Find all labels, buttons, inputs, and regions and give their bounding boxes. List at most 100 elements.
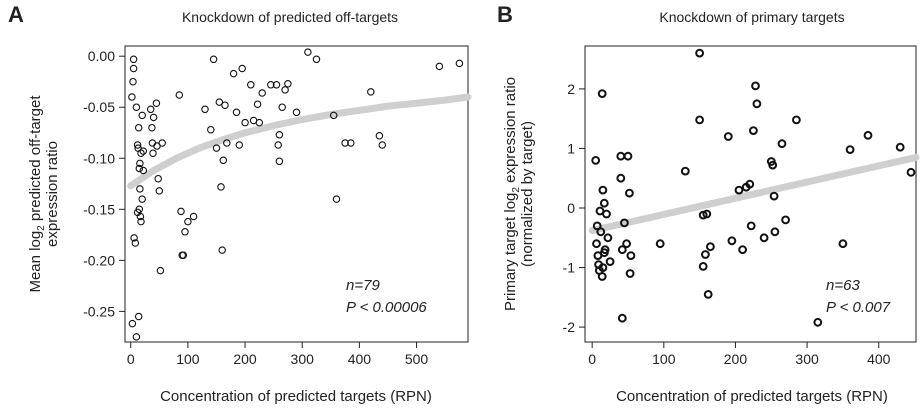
panel-b-data-point [738, 245, 747, 255]
panel-a-data-point [275, 157, 284, 166]
panel-b-data-point [745, 179, 755, 189]
panel-b-title: Knockdown of primary targets [659, 9, 844, 25]
panel-b-y-axis-label-line2: (normalized by target) [519, 121, 536, 267]
panel-b-data-point [598, 263, 608, 273]
panel-b-data-point [702, 209, 712, 219]
panel-a-data-point [181, 228, 189, 236]
panel-a-y-axis-label-line1: Mean log2 predicted off-target [27, 95, 47, 293]
panel-b-data-point [622, 239, 631, 249]
panel-a-data-point [341, 139, 349, 147]
panel-a-data-point [201, 105, 209, 114]
panel-a-data-point [215, 98, 224, 106]
panel-a-data-point [148, 123, 156, 132]
panel-a-data-point [329, 111, 338, 120]
panel-b-data-point [680, 166, 690, 176]
panel-a-y-axis-label-sub: 2 [36, 225, 47, 231]
panel-a-data-point [134, 312, 143, 321]
panel-b-y-axis-label-pre: Primary target log [502, 193, 519, 311]
panel-b-trend-line [588, 153, 920, 235]
panel-a-data-point [235, 141, 244, 149]
panel-a-x-tick-label: 100 [176, 351, 200, 367]
panel-b-data-point [598, 185, 608, 195]
panel-a-data-point [136, 212, 145, 221]
panel-a-data-point [177, 207, 185, 216]
panel-b-data-point [605, 257, 615, 267]
panel-a-data-point [212, 144, 221, 152]
panel-a-data-point [149, 113, 158, 122]
panel-a-data-point [274, 141, 282, 149]
panel-b-data-point [616, 173, 626, 183]
panel-a-data-point [175, 91, 184, 99]
panel-a-y-tick-label: -0.20 [83, 252, 115, 268]
panel-b-y-tick-label: 1 [567, 140, 575, 156]
panel-a-data-point [367, 88, 375, 96]
panel-b-data-point [845, 145, 855, 155]
panel-b-letter: B [497, 2, 513, 27]
panel-a-plot-frame [124, 45, 469, 343]
panel-a-data-point [347, 139, 355, 147]
panel-b-x-tick-label: 400 [867, 351, 891, 367]
panel-b-data-point [759, 233, 769, 243]
panel-a-data-point [221, 101, 229, 109]
panel-b-data-point [777, 139, 787, 149]
panel-b-data-point [703, 290, 713, 299]
panel-b-y-tick-label: 2 [567, 81, 575, 97]
panel-a-x-tick-label: 200 [233, 351, 257, 367]
panel-a-data-point [275, 131, 284, 139]
panel-a-data-point [455, 59, 464, 68]
panel-b-data-point [591, 156, 601, 165]
panel-a-data-point [138, 111, 146, 120]
panel-a-data-point [158, 139, 166, 147]
panel-b-data-point [734, 185, 744, 195]
panel-a-data-point [217, 183, 225, 191]
panel-b-data-point [706, 242, 715, 252]
panel-b-x-axis: 0 100 200 300 400 [588, 342, 891, 367]
panel-a-data-point [134, 123, 143, 132]
panel-a-data-point [138, 195, 146, 203]
panel-a-data-point [375, 132, 384, 140]
panel-a-data-point [136, 159, 144, 168]
panel-b-data-point [698, 262, 708, 271]
panel-a-data-point [189, 212, 198, 221]
panel-b-y-axis-label-post: expression ratio [502, 77, 519, 187]
panel-a-data-point [258, 89, 266, 97]
panel-a-letter: A [8, 2, 24, 27]
panel-a-data-point [129, 55, 138, 64]
panel-a-data-point [238, 64, 246, 73]
panel-b-data-point [813, 317, 823, 327]
panel-a-data-point [133, 141, 142, 149]
panel-a-y-tick-label: 0.00 [88, 48, 115, 64]
panel-a-data-point [278, 103, 286, 111]
panel-a-y-axis-label-line2: expression ratio [44, 141, 61, 247]
panel-a-data-point [128, 93, 136, 101]
panel-b-plot-frame [584, 45, 917, 343]
panel-b-x-axis-label: Concentration of predicted targets (RPN) [616, 388, 888, 405]
panel-b-data-point [749, 126, 758, 136]
panel-b-data-point [863, 130, 873, 140]
panel-a-x-axis: 0 100 200 300 400 500 [127, 342, 428, 367]
panel-a-data-point [154, 174, 162, 183]
panel-a-data-point [156, 266, 165, 275]
panel-a-data-point [272, 81, 281, 89]
panel-a-data-point [137, 149, 145, 157]
panel-b-data-point [746, 221, 756, 231]
panel-b-y-tick-label: 0 [567, 200, 575, 216]
panel-b-data-point [751, 81, 760, 91]
panel-a-data-point [130, 234, 138, 242]
panel-b-data-point [768, 160, 778, 170]
panel-a-data-point [135, 164, 144, 173]
panel-b-data-point [838, 239, 848, 249]
panel-b-data-point [616, 151, 626, 161]
panel-a-data-point [247, 81, 255, 89]
panel-b-data-point [781, 215, 790, 225]
panel-a-data-point [312, 55, 321, 64]
panel-a-data-point [292, 108, 301, 117]
panel-a-data-point [255, 118, 264, 127]
panel-a-y-tick-label: -0.25 [83, 303, 115, 319]
panel-b-data-point [617, 245, 627, 255]
panel-b-x-tick-label: 300 [795, 351, 819, 367]
panel-a-data-point [131, 239, 140, 247]
panel-a-x-tick-label: 0 [127, 351, 135, 367]
panel-a-data-point [139, 166, 148, 175]
